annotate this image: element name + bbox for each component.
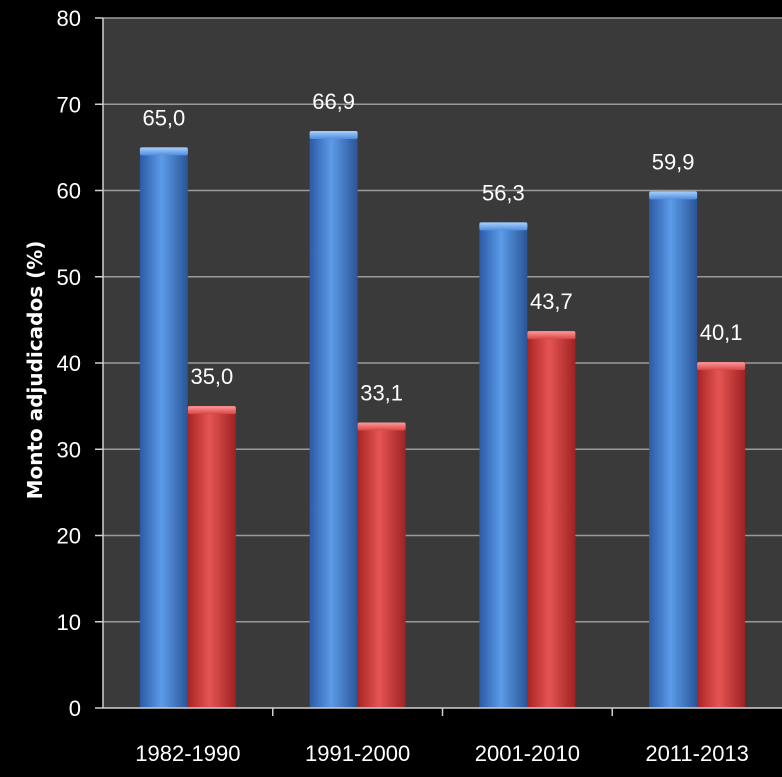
y-tick-label: 30: [57, 437, 81, 462]
y-tick-label: 50: [57, 265, 81, 290]
y-tick-label: 60: [57, 179, 81, 204]
bar-cap: [697, 362, 746, 371]
bar-cap: [527, 331, 576, 340]
bar-blue: [649, 191, 698, 709]
bar-blue: [309, 130, 358, 709]
data-label: 65,0: [142, 105, 185, 130]
bar-cap: [139, 147, 188, 156]
bar-blue: [479, 222, 528, 708]
bar-red: [357, 422, 406, 708]
data-label: 40,1: [700, 320, 743, 345]
y-tick-label: 10: [57, 610, 81, 635]
bar-cap: [649, 191, 698, 200]
bar-red: [697, 362, 746, 708]
bar-blue: [139, 147, 188, 708]
labels: 0 10 20 30 40 50 60 70 80 1982-1990 65,0 35,0 1991-2…: [57, 6, 749, 766]
bar-red: [187, 406, 236, 708]
bar-cap: [309, 130, 358, 139]
y-tick-label: 70: [57, 92, 81, 117]
bar-cap: [187, 406, 236, 415]
y-axis-title: Monto adjudicados (%): [23, 241, 47, 500]
y-tick-label: 20: [57, 524, 81, 549]
x-tick-label: 1982-1990: [135, 741, 240, 766]
bars: [139, 130, 746, 709]
bar-cap: [479, 222, 528, 231]
data-label: 66,9: [312, 89, 355, 114]
x-tick-label: 2011-2013: [645, 741, 749, 766]
y-tick-label: 80: [57, 6, 81, 31]
data-label: 59,9: [652, 149, 695, 174]
axes: [95, 17, 782, 716]
data-label: 33,1: [360, 381, 403, 406]
x-tick-label: 1991-2000: [305, 741, 410, 766]
data-label: 43,7: [530, 289, 573, 314]
y-tick-label: 40: [57, 351, 81, 376]
data-label: 56,3: [482, 180, 525, 205]
x-tick-label: 2001-2010: [475, 741, 580, 766]
bar-red: [527, 331, 576, 708]
bar-cap: [357, 422, 406, 431]
data-label: 35,0: [190, 364, 233, 389]
y-tick-label: 0: [69, 696, 81, 721]
